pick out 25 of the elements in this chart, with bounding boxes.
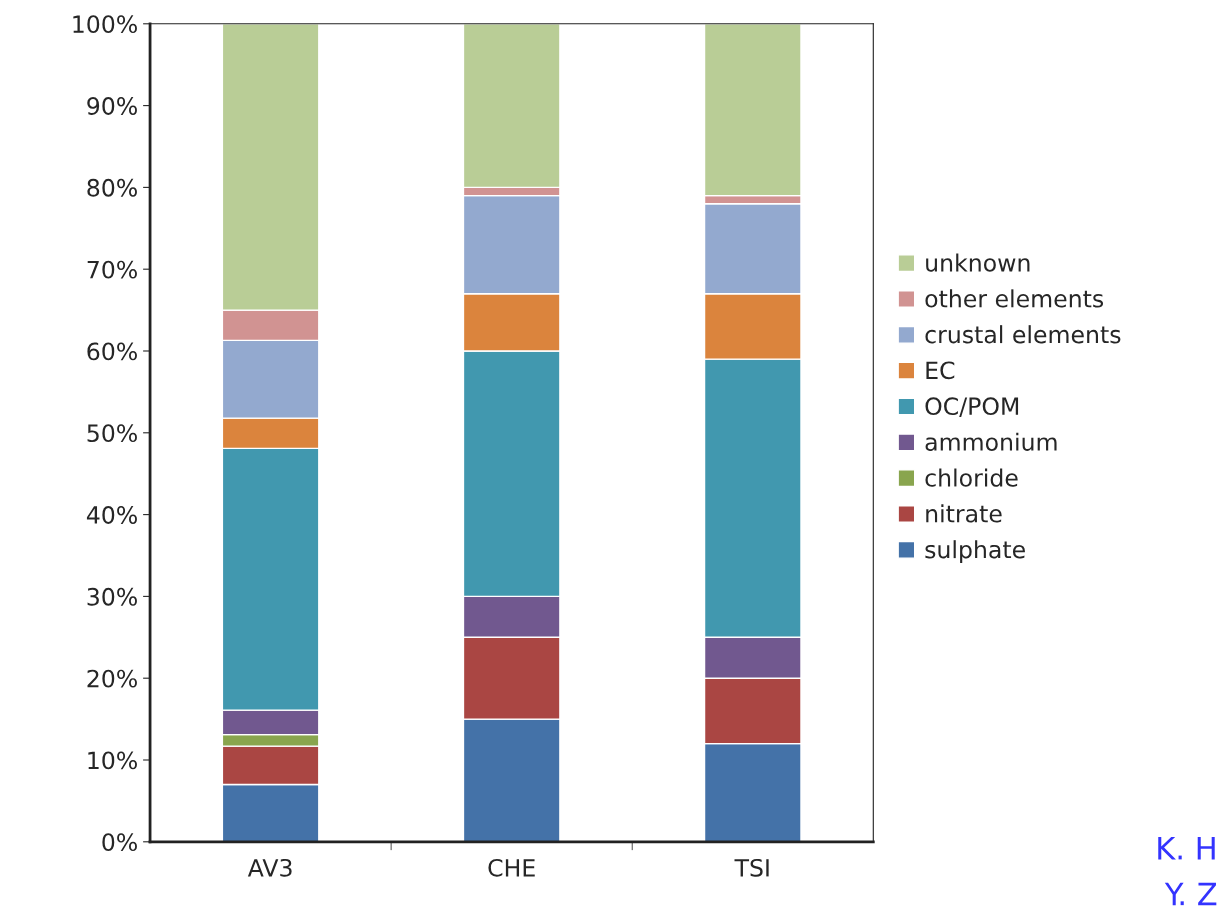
text: Y. Z bbox=[1164, 882, 1217, 906]
legend-label: ammonium bbox=[925, 432, 1057, 451]
y-tick-label: 100% bbox=[73, 15, 137, 34]
y-tick-label: 50% bbox=[87, 424, 137, 443]
x-tick-label: CHE bbox=[488, 858, 535, 877]
legend-label: other elements bbox=[925, 289, 1104, 308]
y-tick-label: 30% bbox=[87, 587, 137, 606]
y-tick-label: 0% bbox=[102, 833, 137, 852]
y-tick-label: 70% bbox=[87, 260, 137, 279]
legend-label: chloride bbox=[925, 468, 1018, 487]
x-tick-label: AV3 bbox=[247, 858, 292, 877]
y-tick-label: 40% bbox=[86, 506, 137, 524]
y-tick-label: 20% bbox=[87, 669, 137, 688]
text: K. H bbox=[1158, 837, 1215, 860]
legend-label: unknown bbox=[926, 253, 1030, 272]
legend-label: EC bbox=[926, 361, 955, 380]
legend-label: OC/POM bbox=[925, 397, 1019, 417]
y-tick-label: 10% bbox=[88, 751, 137, 770]
y-tick-label: 90% bbox=[87, 97, 137, 115]
legend-label: crustal elements bbox=[925, 325, 1121, 344]
legend-label: nitrate bbox=[926, 504, 1002, 523]
y-tick-label: 80% bbox=[87, 178, 137, 197]
x-tick-label: TSI bbox=[734, 858, 769, 877]
y-tick-label: 60% bbox=[87, 342, 137, 361]
legend-label: sulphate bbox=[925, 540, 1025, 564]
